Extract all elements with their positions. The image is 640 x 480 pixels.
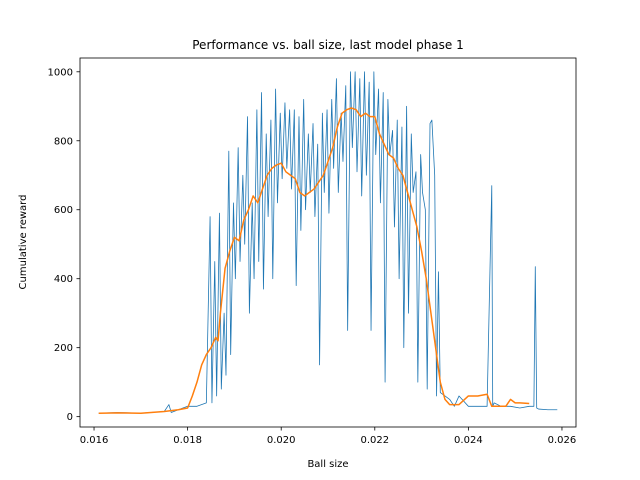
x-tick-label: 0.016 <box>80 435 109 446</box>
x-tick-label: 0.026 <box>548 435 577 446</box>
y-axis: 0 200 400 600 800 1000 <box>48 67 80 423</box>
series-line-2 <box>98 107 530 414</box>
x-axis: 0.016 0.018 0.020 0.022 0.024 0.026 <box>80 427 577 446</box>
y-tick-label: 1000 <box>48 67 73 78</box>
x-tick-label: 0.024 <box>454 435 483 446</box>
x-tick-label: 0.022 <box>360 435 389 446</box>
series-layer <box>98 71 558 414</box>
y-tick-label: 200 <box>54 343 73 354</box>
y-tick-label: 0 <box>67 412 73 423</box>
y-tick-label: 800 <box>54 136 73 147</box>
series-line-1 <box>98 71 558 414</box>
y-axis-label: Cumulative reward <box>18 195 29 290</box>
x-tick-label: 0.018 <box>173 435 202 446</box>
chart-title: Performance vs. ball size, last model ph… <box>192 38 464 52</box>
y-tick-label: 600 <box>54 205 73 216</box>
plot-frame <box>79 57 577 428</box>
x-axis-label: Ball size <box>307 459 348 470</box>
x-tick-label: 0.020 <box>267 435 296 446</box>
plot-area <box>80 58 576 427</box>
y-tick-label: 400 <box>54 274 73 285</box>
